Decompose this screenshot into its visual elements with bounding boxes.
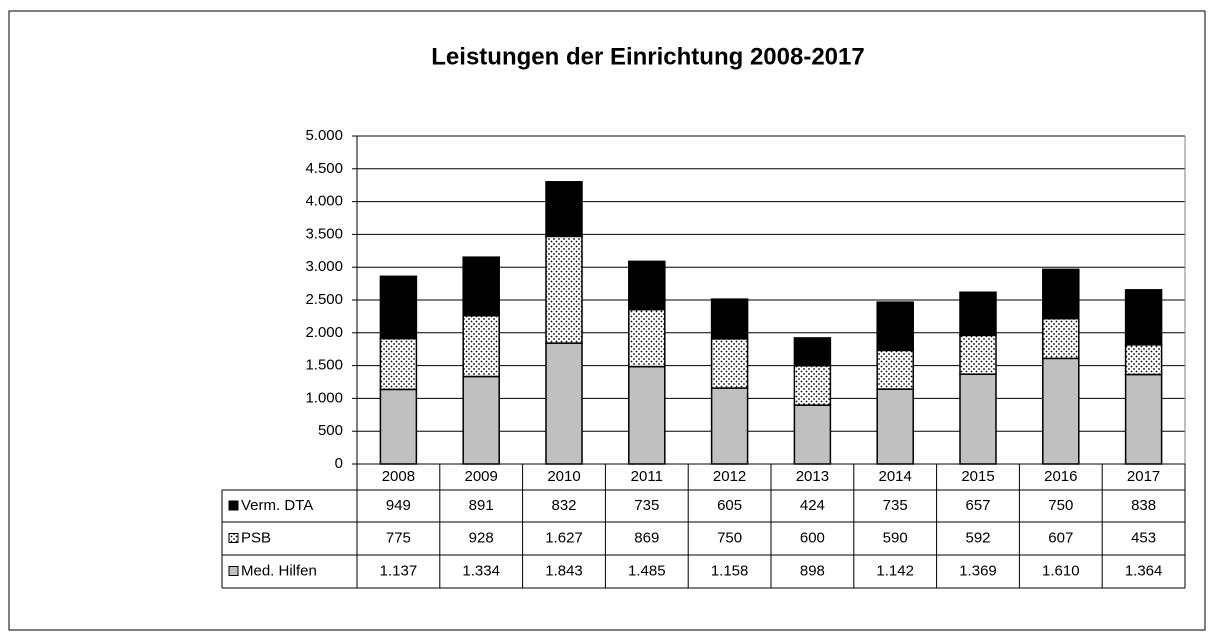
table-value: 1.158 bbox=[711, 562, 749, 579]
table-value: 657 bbox=[965, 497, 990, 514]
bar-segment bbox=[959, 373, 997, 465]
bar-segment bbox=[793, 364, 832, 406]
bar-segment bbox=[462, 375, 500, 465]
table-value: 1.364 bbox=[1125, 562, 1163, 579]
bar-segment bbox=[1124, 373, 1163, 465]
table-value: 735 bbox=[883, 497, 908, 514]
legend-label: PSB bbox=[241, 529, 271, 546]
legend-key bbox=[228, 533, 239, 543]
table-value: 1.137 bbox=[380, 562, 418, 579]
table-value: 750 bbox=[1048, 497, 1073, 514]
table-value: 1.843 bbox=[545, 562, 583, 579]
legend-key bbox=[228, 566, 239, 576]
bar-segment bbox=[876, 388, 914, 465]
bar-segment bbox=[379, 388, 418, 465]
y-tick-label: 4.000 bbox=[305, 193, 343, 210]
y-tick-label: 3.000 bbox=[305, 258, 343, 275]
table-value: 735 bbox=[634, 497, 659, 514]
x-tick-label: 2015 bbox=[961, 468, 994, 485]
bar-segment bbox=[628, 365, 666, 465]
table-value: 1.485 bbox=[628, 562, 666, 579]
table-value: 898 bbox=[800, 562, 825, 579]
bar-segment bbox=[959, 291, 997, 337]
table-value: 592 bbox=[965, 529, 990, 546]
table-value: 838 bbox=[1131, 497, 1156, 514]
table-value: 1.369 bbox=[959, 562, 997, 579]
bar-segment bbox=[1042, 317, 1080, 360]
table-value: 832 bbox=[551, 497, 576, 514]
y-tick-label: 0 bbox=[335, 455, 343, 472]
table-value: 453 bbox=[1131, 529, 1156, 546]
bar-segment bbox=[545, 181, 583, 238]
x-tick-label: 2012 bbox=[713, 468, 746, 485]
table-value: 424 bbox=[800, 497, 825, 514]
bar-segment bbox=[710, 338, 749, 389]
x-tick-label: 2017 bbox=[1127, 468, 1160, 485]
y-tick-label: 4.500 bbox=[305, 160, 343, 177]
bar-segment bbox=[462, 256, 500, 317]
x-tick-label: 2014 bbox=[879, 468, 912, 485]
x-tick-label: 2010 bbox=[547, 468, 580, 485]
bar-segment bbox=[379, 337, 418, 391]
bar-segment bbox=[793, 337, 832, 367]
table-value: 590 bbox=[883, 529, 908, 546]
table-value: 1.610 bbox=[1042, 562, 1080, 579]
table-value: 600 bbox=[800, 529, 825, 546]
table-value: 949 bbox=[386, 497, 411, 514]
y-tick-label: 1.500 bbox=[305, 357, 343, 374]
y-tick-label: 500 bbox=[318, 422, 343, 439]
bar-segment bbox=[959, 334, 997, 375]
bar-segment bbox=[462, 314, 500, 378]
table-value: 607 bbox=[1048, 529, 1073, 546]
table-value: 605 bbox=[717, 497, 742, 514]
table-value: 1.334 bbox=[462, 562, 500, 579]
table-value: 869 bbox=[634, 529, 659, 546]
bar-segment bbox=[1042, 268, 1080, 320]
table-value: 928 bbox=[469, 529, 494, 546]
table-value: 750 bbox=[717, 529, 742, 546]
bar-segment bbox=[876, 349, 914, 390]
bar-segment bbox=[379, 275, 418, 340]
table-value: 1.627 bbox=[545, 529, 583, 546]
bar-segment bbox=[628, 308, 666, 368]
y-tick-label: 3.500 bbox=[305, 225, 343, 242]
bar-segment bbox=[545, 342, 583, 465]
bar-segment bbox=[710, 387, 749, 465]
bar-segment bbox=[710, 298, 749, 340]
bar-segment bbox=[793, 404, 832, 465]
bar-segment bbox=[1124, 289, 1163, 346]
table-value: 891 bbox=[469, 497, 494, 514]
bar-segment bbox=[628, 260, 666, 311]
legend-label: Med. Hilfen bbox=[241, 562, 317, 579]
legend-label: Verm. DTA bbox=[241, 497, 313, 514]
bar-segment bbox=[545, 235, 583, 344]
x-tick-label: 2011 bbox=[631, 468, 663, 485]
x-tick-label: 2016 bbox=[1044, 468, 1077, 485]
bar-segment bbox=[1124, 344, 1163, 376]
legend-key bbox=[228, 500, 239, 511]
y-tick-label: 5.000 bbox=[305, 127, 343, 144]
y-tick-label: 2.500 bbox=[305, 291, 343, 308]
chart-title: Leistungen der Einrichtung 2008-2017 bbox=[431, 43, 864, 70]
y-tick-label: 2.000 bbox=[305, 324, 343, 341]
x-tick-label: 2008 bbox=[382, 468, 415, 485]
y-tick-label: 1.000 bbox=[305, 389, 343, 406]
x-tick-label: 2009 bbox=[465, 468, 498, 485]
table-value: 1.142 bbox=[876, 562, 914, 579]
bar-segment bbox=[1042, 357, 1080, 465]
bar-segment bbox=[876, 301, 914, 352]
chart-border bbox=[8, 10, 1206, 631]
x-tick-label: 2013 bbox=[796, 468, 829, 485]
table-value: 775 bbox=[386, 529, 411, 546]
